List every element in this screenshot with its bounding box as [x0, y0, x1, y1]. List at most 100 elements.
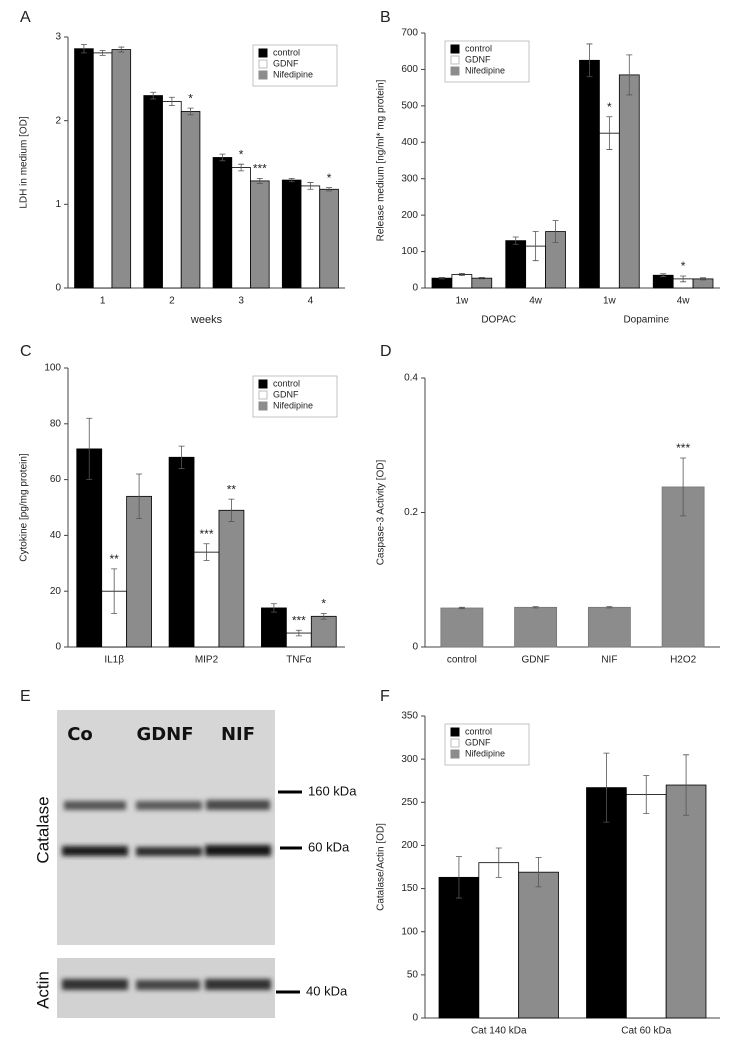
- error-bar: [187, 107, 194, 116]
- bar: [625, 794, 667, 1019]
- x-tick-label: GDNF: [521, 655, 549, 666]
- error-bar: [512, 236, 519, 245]
- x-tick-label: 1w: [603, 296, 617, 307]
- panel-letter: A: [20, 9, 31, 26]
- bar: [599, 132, 620, 289]
- bar: [126, 495, 152, 648]
- bar: [250, 180, 270, 289]
- bar: [514, 606, 558, 648]
- y-tick-label: 80: [50, 418, 62, 429]
- legend-label: control: [465, 726, 492, 736]
- error-bar: [680, 275, 687, 283]
- y-tick-label: 2: [55, 115, 61, 126]
- error-bar: [219, 153, 226, 162]
- legend-swatch: [258, 70, 268, 80]
- group-label: DOPAC: [481, 315, 516, 326]
- legend-swatch: [450, 738, 460, 748]
- legend-swatch: [450, 55, 460, 65]
- error-bar: [626, 54, 633, 96]
- bar: [319, 188, 339, 289]
- bar: [76, 448, 103, 648]
- panel-letter: F: [380, 688, 390, 705]
- significance-label: ***: [199, 527, 213, 541]
- y-tick-label: 350: [401, 711, 418, 722]
- x-tick-label: Cat 140 kDa: [471, 1026, 527, 1037]
- bar: [431, 277, 453, 289]
- error-bar: [203, 543, 210, 561]
- error-bar: [683, 754, 690, 816]
- error-bar: [643, 775, 650, 814]
- error-bar: [295, 629, 302, 637]
- legend-label: control: [273, 47, 300, 57]
- error-bar: [532, 606, 539, 609]
- x-tick-label: 1w: [455, 296, 469, 307]
- y-tick-label: 100: [401, 926, 418, 937]
- error-bar: [150, 91, 157, 100]
- x-axis-label: weeks: [190, 314, 223, 326]
- y-axis-label: LDH in medium [OD]: [19, 116, 30, 208]
- x-tick-label: NIF: [601, 655, 617, 666]
- error-bar: [326, 187, 333, 192]
- bar: [111, 49, 132, 289]
- legend-swatch: [258, 48, 268, 58]
- legend-label: GDNF: [273, 58, 299, 68]
- error-bar: [256, 177, 263, 184]
- bar: [440, 607, 484, 648]
- legend-swatch: [450, 749, 460, 759]
- y-tick-label: 0: [412, 642, 418, 653]
- error-bar: [680, 457, 687, 517]
- y-tick-label: 0.4: [404, 373, 418, 384]
- x-tick-label: 4: [308, 296, 314, 307]
- lane-label: NIF: [221, 724, 255, 745]
- error-bar: [228, 498, 235, 522]
- error-bar: [86, 417, 93, 480]
- error-bar: [700, 277, 707, 281]
- marker-label: 160 kDa: [308, 783, 357, 798]
- y-tick-label: 0: [412, 1013, 418, 1024]
- error-bar: [495, 847, 502, 878]
- bar: [587, 606, 631, 648]
- y-tick-label: 20: [50, 586, 62, 597]
- panel-letter: B: [380, 9, 391, 26]
- error-bar: [178, 445, 185, 469]
- significance-label: *: [327, 171, 332, 185]
- y-axis-label: Catalase/Actin [OD]: [376, 823, 387, 911]
- y-tick-label: 100: [401, 246, 418, 257]
- bar: [231, 167, 251, 289]
- bar: [478, 862, 520, 1019]
- bar: [193, 551, 220, 648]
- bar: [518, 871, 559, 1019]
- significance-label: *: [188, 91, 193, 105]
- bar: [261, 607, 287, 648]
- legend-swatch: [258, 59, 268, 69]
- bar: [168, 456, 195, 648]
- legend-label: Nifedipine: [465, 65, 505, 75]
- row-label: Catalase: [33, 796, 52, 863]
- y-tick-label: 0: [412, 283, 418, 294]
- error-bar: [660, 273, 667, 278]
- y-tick-label: 400: [401, 137, 418, 148]
- error-bar: [606, 116, 613, 150]
- y-tick-label: 100: [44, 363, 61, 374]
- legend-swatch: [258, 401, 268, 411]
- western-blot: E Co GDNF NIF Catalase Actin 160 kDa 60 …: [20, 688, 357, 1018]
- bar: [143, 95, 163, 289]
- y-tick-label: 0.2: [404, 507, 418, 518]
- significance-label: **: [109, 552, 119, 566]
- significance-label: **: [227, 482, 237, 496]
- error-bar: [458, 273, 465, 277]
- error-bar: [168, 96, 175, 107]
- bar: [180, 111, 201, 289]
- y-tick-label: 3: [55, 32, 61, 43]
- blot-membrane: [57, 710, 275, 945]
- bar: [505, 240, 527, 289]
- y-axis-label: Release medium [ng/ml* mg protein]: [376, 79, 387, 241]
- bar: [281, 179, 302, 289]
- significance-label: *: [239, 147, 244, 161]
- x-tick-label: control: [447, 655, 477, 666]
- legend-swatch: [450, 44, 460, 54]
- error-bar: [307, 182, 314, 190]
- bar: [451, 274, 473, 289]
- y-tick-label: 200: [401, 840, 418, 851]
- bar: [74, 48, 94, 289]
